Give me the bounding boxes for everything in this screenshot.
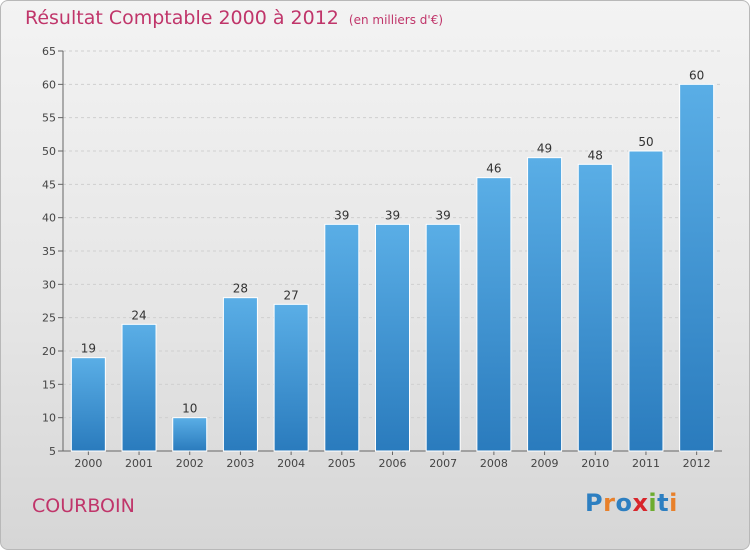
data-label: 39: [436, 208, 451, 222]
x-tick-label: 2008: [480, 457, 508, 470]
logo-letter: t: [657, 489, 670, 517]
bar: [121, 323, 157, 452]
data-label: 48: [588, 148, 603, 162]
y-tick-label: 60: [42, 78, 56, 91]
chart-title: Résultat Comptable 2000 à 2012 (en millie…: [25, 7, 443, 29]
bar: [527, 157, 563, 452]
y-tick-label: 30: [42, 278, 56, 291]
bar: [628, 150, 664, 452]
x-tick-label: 2009: [531, 457, 559, 470]
logo-letter: i: [669, 489, 678, 517]
x-tick-label: 2010: [581, 457, 609, 470]
logo-letter: r: [603, 489, 616, 517]
chart-unit-text: (en milliers d'€): [348, 13, 444, 27]
bar: [425, 223, 461, 452]
y-tick-labels: 5 10 15 20 25 30 35 40 45 50 55 60 65: [42, 45, 56, 458]
x-tick-label: 2000: [74, 457, 102, 470]
logo-letter: x: [632, 489, 649, 517]
bars: [70, 83, 715, 452]
x-tick-label: 2002: [176, 457, 204, 470]
data-label: 24: [131, 308, 146, 322]
x-tick-label: 2005: [328, 457, 356, 470]
data-label: 46: [486, 162, 501, 176]
y-tick-label: 10: [42, 412, 56, 425]
x-tick-labels: 2000 2001 2002 2003 2004 2005 2006 2007 2008 2009…: [74, 457, 710, 470]
value-labels: 19 24 10 28 27 39 39 39 46 49 48 50 60: [81, 68, 705, 415]
bar: [577, 163, 613, 452]
commune-name: COURBOIN: [32, 495, 135, 517]
y-tick-label: 5: [49, 445, 56, 458]
y-tick-label: 20: [42, 345, 56, 358]
data-label: 19: [81, 342, 96, 356]
x-tick-label: 2004: [277, 457, 305, 470]
bar: [70, 357, 106, 452]
x-tick-label: 2011: [632, 457, 660, 470]
logo-letter: o: [615, 489, 633, 517]
data-label: 27: [283, 288, 298, 302]
y-tick-label: 45: [42, 178, 56, 191]
data-label: 60: [689, 68, 704, 82]
data-label: 10: [182, 402, 197, 416]
y-tick-label: 55: [42, 112, 56, 125]
y-tick-label: 65: [42, 45, 56, 58]
bar: [324, 223, 360, 452]
x-tick-label: 2006: [379, 457, 407, 470]
data-label: 28: [233, 282, 248, 296]
data-label: 50: [638, 135, 653, 149]
bar: [375, 223, 410, 452]
bar: [273, 303, 309, 452]
bar: [476, 177, 512, 452]
bar: [679, 83, 715, 452]
data-label: 49: [537, 142, 552, 156]
proxiti-logo: Proxiti: [585, 489, 678, 517]
data-label: 39: [385, 208, 400, 222]
bar: [222, 297, 258, 452]
x-tick-label: 2012: [683, 457, 711, 470]
logo-letter: i: [648, 489, 658, 517]
x-tick-label: 2003: [226, 457, 254, 470]
logo-letter: P: [585, 489, 604, 517]
y-tick-label: 25: [42, 312, 56, 325]
y-tick-label: 15: [42, 378, 56, 391]
y-tick-label: 40: [42, 212, 56, 225]
data-label: 39: [334, 208, 349, 222]
x-tick-label: 2001: [125, 457, 153, 470]
x-tick-label: 2007: [429, 457, 457, 470]
y-tick-label: 50: [42, 145, 56, 158]
y-tick-label: 35: [42, 245, 56, 258]
chart-title-text: Résultat Comptable 2000 à 2012: [25, 7, 339, 29]
bar: [172, 417, 208, 452]
